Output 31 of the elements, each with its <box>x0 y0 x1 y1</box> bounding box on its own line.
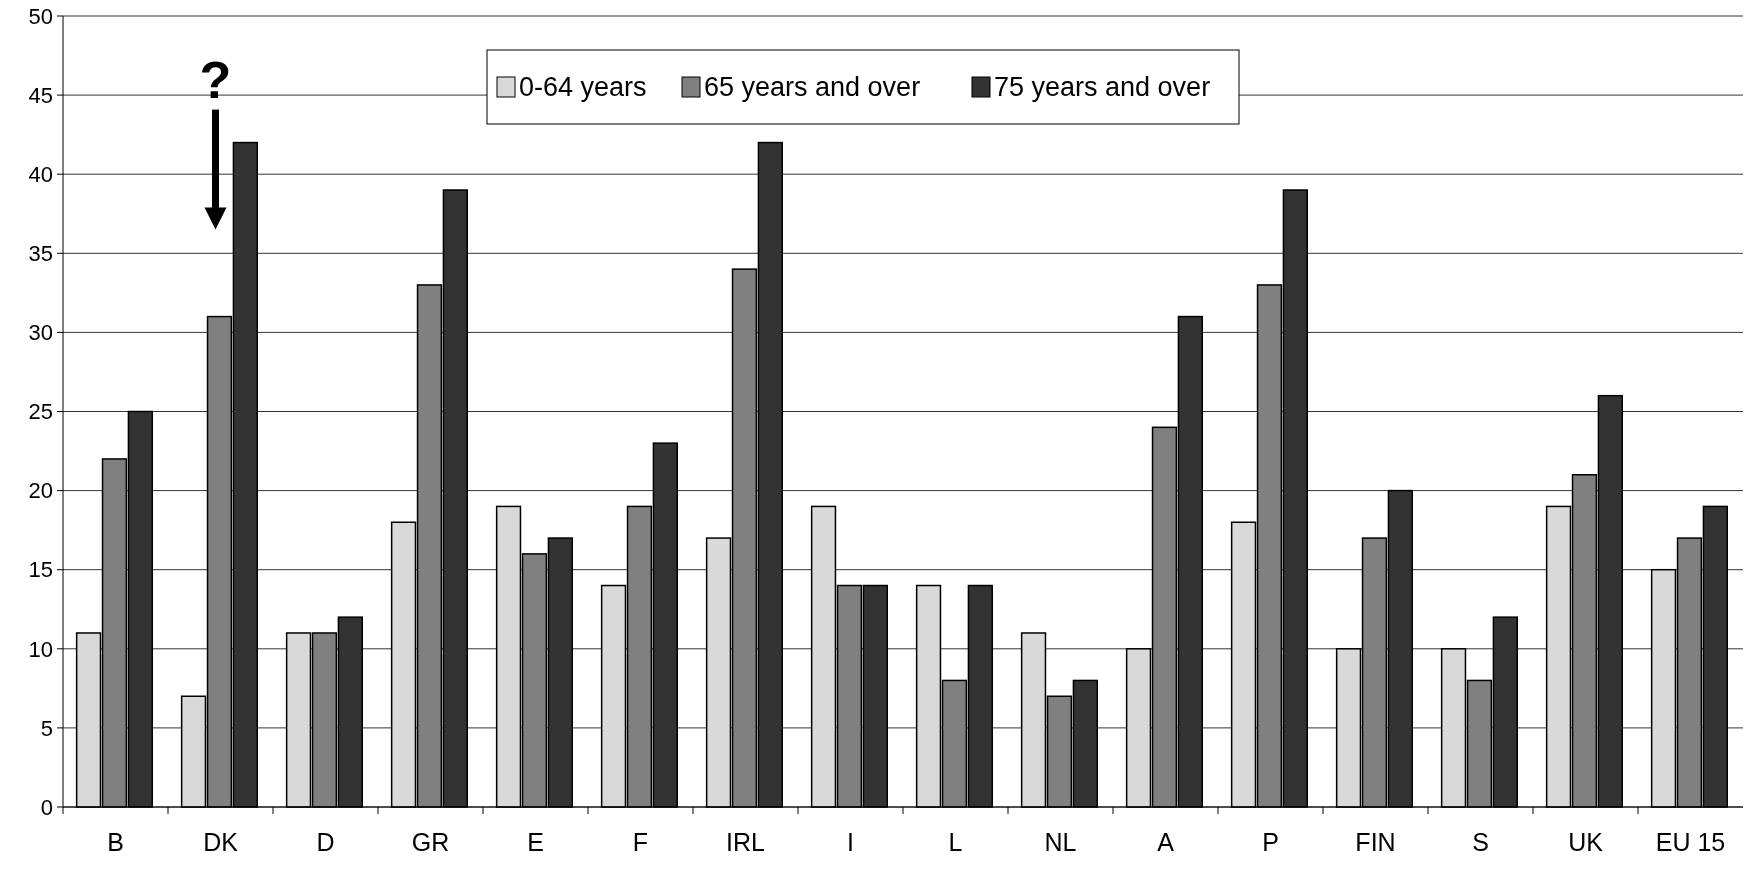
x-tick-label: D <box>316 828 335 856</box>
annotation: ? <box>199 50 232 109</box>
legend-label: 0-64 years <box>519 72 647 103</box>
y-tick-label: 15 <box>28 557 53 583</box>
y-tick-label: 45 <box>28 82 53 108</box>
x-tick-label: GR <box>411 828 450 856</box>
x-tick-label: P <box>1262 828 1279 856</box>
y-tick-label: 25 <box>28 399 53 425</box>
y-tick-label: 30 <box>28 320 53 346</box>
y-tick-label: 20 <box>28 478 53 504</box>
y-tick-label: 50 <box>28 3 53 29</box>
y-tick-label: 5 <box>40 715 53 741</box>
x-tick-label: E <box>527 828 544 856</box>
x-tick-label: UK <box>1568 828 1604 856</box>
x-tick-label: L <box>948 828 963 856</box>
x-tick-label: NL <box>1044 828 1077 856</box>
y-tick-label: 10 <box>28 636 53 662</box>
x-tick-label: A <box>1157 828 1175 856</box>
legend-label: 75 years and over <box>994 72 1211 103</box>
x-tick-label: EU 15 <box>1655 828 1726 856</box>
x-tick-label: I <box>847 828 854 856</box>
y-tick-label: 40 <box>28 161 53 187</box>
y-tick-label: 35 <box>28 241 53 266</box>
x-tick-label: S <box>1472 828 1489 856</box>
x-tick-label: F <box>632 828 649 856</box>
x-tick-label: FIN <box>1355 828 1396 856</box>
y-tick-label: 0 <box>40 794 53 820</box>
x-tick-label: B <box>107 828 124 856</box>
legend-label: 65 years and over <box>704 72 921 103</box>
x-tick-label: IRL <box>726 828 766 856</box>
x-tick-label: DK <box>203 828 239 856</box>
